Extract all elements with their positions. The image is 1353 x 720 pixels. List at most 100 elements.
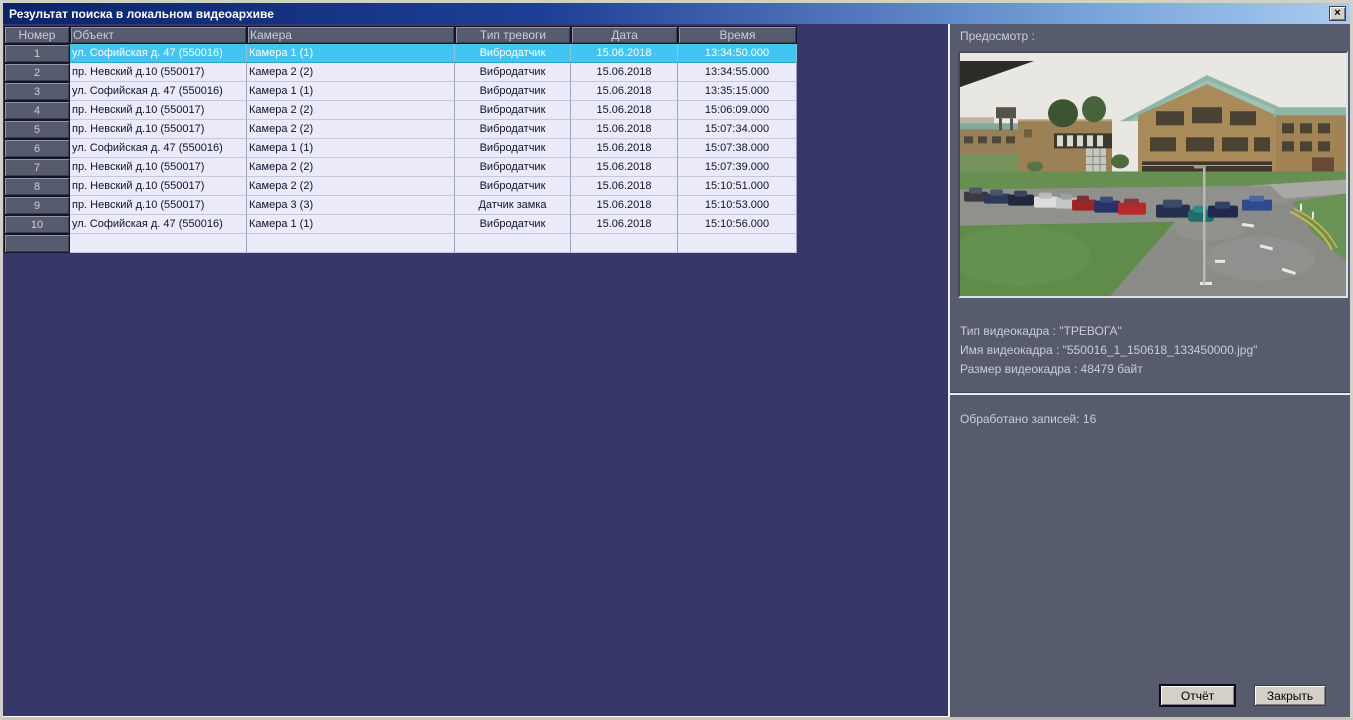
cell-date: 15.06.2018: [571, 215, 678, 234]
column-header-1[interactable]: Объект: [70, 26, 247, 44]
cell-object: пр. Невский д.10 (550017): [70, 101, 247, 120]
cell-time: [678, 234, 797, 253]
cell-alarm: [455, 234, 571, 253]
table-row[interactable]: 2 пр. Невский д.10 (550017) Камера 2 (2) Ви…: [4, 63, 797, 82]
preview-label: Предосмотр :: [960, 29, 1035, 43]
cell-object: пр. Невский д.10 (550017): [70, 158, 247, 177]
row-number-cell[interactable]: 5: [4, 120, 70, 139]
column-header-2[interactable]: Камера: [247, 26, 455, 44]
row-number-cell[interactable]: 2: [4, 63, 70, 82]
table-row[interactable]: 8 пр. Невский д.10 (550017) Камера 2 (2) Ви…: [4, 177, 797, 196]
frame-name-label: Имя видеокадра : "550016_1_150618_133450…: [960, 343, 1258, 357]
cell-date: 15.06.2018: [571, 82, 678, 101]
row-number-cell: [4, 234, 70, 253]
row-number-cell[interactable]: 6: [4, 139, 70, 158]
table-row[interactable]: 1 ул. Софийская д. 47 (550016) Камера 1 (1…: [4, 44, 797, 63]
row-number-cell[interactable]: 7: [4, 158, 70, 177]
cell-time: 15:06:09.000: [678, 101, 797, 120]
column-header-4[interactable]: Дата: [571, 26, 678, 44]
cell-camera: Камера 2 (2): [247, 120, 455, 139]
table-row[interactable]: 4 пр. Невский д.10 (550017) Камера 2 (2) Ви…: [4, 101, 797, 120]
row-number-cell[interactable]: 1: [4, 44, 70, 63]
cell-time: 15:10:53.000: [678, 196, 797, 215]
cell-time: 15:10:51.000: [678, 177, 797, 196]
cell-alarm: Датчик замка: [455, 196, 571, 215]
column-header-3[interactable]: Тип тревоги: [455, 26, 571, 44]
window-title: Результат поиска в локальном видеоархиве: [9, 6, 274, 21]
frame-size-label: Размер видеокадра : 48479 байт: [960, 362, 1143, 376]
title-bar[interactable]: Результат поиска в локальном видеоархиве…: [3, 3, 1350, 24]
cell-date: 15.06.2018: [571, 120, 678, 139]
cell-time: 13:34:55.000: [678, 63, 797, 82]
cell-time: 13:35:15.000: [678, 82, 797, 101]
cell-alarm: Вибродатчик: [455, 63, 571, 82]
cell-object: ул. Софийская д. 47 (550016): [70, 139, 247, 158]
cell-camera: Камера 2 (2): [247, 158, 455, 177]
cell-camera: Камера 1 (1): [247, 139, 455, 158]
table-row[interactable]: 7 пр. Невский д.10 (550017) Камера 2 (2) Ви…: [4, 158, 797, 177]
cell-camera: Камера 2 (2): [247, 101, 455, 120]
table-row[interactable]: 3 ул. Софийская д. 47 (550016) Камера 1 (1…: [4, 82, 797, 101]
processed-records-label: Обработано записей: 16: [960, 412, 1097, 426]
cell-alarm: Вибродатчик: [455, 44, 571, 63]
close-button[interactable]: Закрыть: [1254, 685, 1326, 706]
cell-time: 15:07:39.000: [678, 158, 797, 177]
cell-object: пр. Невский д.10 (550017): [70, 177, 247, 196]
row-number-cell[interactable]: 8: [4, 177, 70, 196]
row-number-cell[interactable]: 3: [4, 82, 70, 101]
cell-date: 15.06.2018: [571, 158, 678, 177]
cell-alarm: Вибродатчик: [455, 82, 571, 101]
panel-divider: [950, 393, 1350, 395]
cell-time: 15:10:56.000: [678, 215, 797, 234]
close-icon[interactable]: ×: [1329, 6, 1346, 21]
cell-object: пр. Невский д.10 (550017): [70, 196, 247, 215]
preview-panel: Предосмотр :: [948, 24, 1350, 717]
cell-alarm: Вибродатчик: [455, 101, 571, 120]
cell-object: ул. Софийская д. 47 (550016): [70, 215, 247, 234]
cell-date: 15.06.2018: [571, 44, 678, 63]
cell-date: [571, 234, 678, 253]
cell-object: ул. Софийская д. 47 (550016): [70, 82, 247, 101]
cell-object: пр. Невский д.10 (550017): [70, 63, 247, 82]
frame-info: Тип видеокадра : "ТРЕВОГА" Имя видеокадр…: [960, 322, 1257, 379]
preview-frame: [958, 51, 1348, 298]
table-row[interactable]: 5 пр. Невский д.10 (550017) Камера 2 (2) Ви…: [4, 120, 797, 139]
row-number-cell[interactable]: 10: [4, 215, 70, 234]
cell-alarm: Вибродатчик: [455, 158, 571, 177]
table-row-empty: [4, 234, 797, 253]
preview-image: [960, 53, 1346, 296]
column-header-5[interactable]: Время: [678, 26, 797, 44]
table-body: 1 ул. Софийская д. 47 (550016) Камера 1 (1…: [4, 44, 797, 253]
row-number-cell[interactable]: 4: [4, 101, 70, 120]
table-row[interactable]: 6 ул. Софийская д. 47 (550016) Камера 1 (1…: [4, 139, 797, 158]
cell-date: 15.06.2018: [571, 196, 678, 215]
cell-camera: Камера 1 (1): [247, 215, 455, 234]
table-row[interactable]: 9 пр. Невский д.10 (550017) Камера 3 (3) Да…: [4, 196, 797, 215]
report-button[interactable]: Отчёт: [1159, 684, 1236, 707]
cell-alarm: Вибродатчик: [455, 120, 571, 139]
cell-camera: [247, 234, 455, 253]
cell-date: 15.06.2018: [571, 139, 678, 158]
cell-camera: Камера 1 (1): [247, 82, 455, 101]
row-number-cell[interactable]: 9: [4, 196, 70, 215]
cell-date: 15.06.2018: [571, 177, 678, 196]
cell-date: 15.06.2018: [571, 101, 678, 120]
cell-object: [70, 234, 247, 253]
table-row[interactable]: 10 ул. Софийская д. 47 (550016) Камера 1 (…: [4, 215, 797, 234]
cell-date: 15.06.2018: [571, 63, 678, 82]
cell-time: 13:34:50.000: [678, 44, 797, 63]
cell-camera: Камера 3 (3): [247, 196, 455, 215]
cell-alarm: Вибродатчик: [455, 215, 571, 234]
cell-object: пр. Невский д.10 (550017): [70, 120, 247, 139]
frame-type-label: Тип видеокадра : "ТРЕВОГА": [960, 324, 1122, 338]
cell-time: 15:07:34.000: [678, 120, 797, 139]
cell-object: ул. Софийская д. 47 (550016): [70, 44, 247, 63]
column-header-0[interactable]: Номер: [4, 26, 70, 44]
cell-alarm: Вибродатчик: [455, 139, 571, 158]
cell-alarm: Вибродатчик: [455, 177, 571, 196]
cell-camera: Камера 2 (2): [247, 63, 455, 82]
table-header: Номер Объект Камера Тип тревоги Дата Время: [4, 26, 797, 44]
